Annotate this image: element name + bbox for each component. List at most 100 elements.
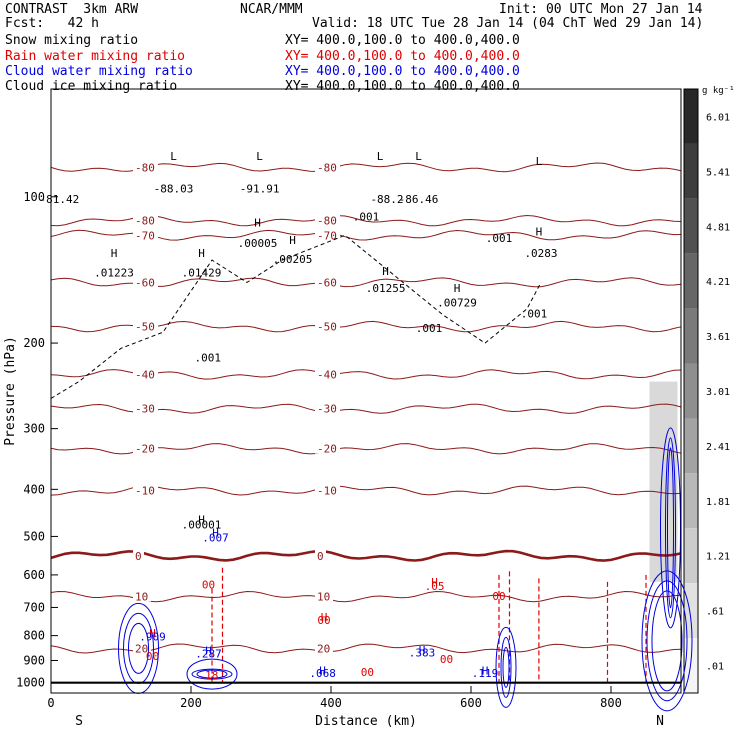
y-tick-label: 400 (23, 482, 45, 496)
contour-annotation: H (431, 576, 438, 589)
temperature-contour-label: 0 (317, 550, 324, 563)
colorbar-bin (684, 308, 698, 364)
contour-annotation: H (419, 644, 426, 657)
contour-annotation: 00 (361, 666, 374, 679)
contour-annotation: H (536, 225, 543, 238)
colorbar-bin (684, 143, 698, 199)
colorbar-label: 2.41 (706, 442, 730, 453)
temperature-contour (50, 549, 682, 562)
contour-label-bg (315, 401, 340, 414)
contour-annotation: .287 (195, 647, 222, 660)
cloud-water-contour (495, 626, 517, 708)
temperature-contour-label: -80 (317, 215, 337, 228)
contour-annotation: -88.03 (154, 183, 194, 196)
colorbar-bin (684, 528, 698, 584)
contour-annotation: L (256, 150, 263, 163)
cloud-water-contour (651, 590, 683, 692)
cloud-water-contour (641, 570, 693, 712)
contour-label-bg (133, 589, 151, 602)
cloud-ice-contour (50, 234, 542, 399)
contour-label-bg (133, 213, 158, 226)
temperature-contour-label: 20 (135, 642, 148, 655)
temperature-contour-label: -40 (135, 368, 155, 381)
legend-cloud-water-label: Cloud water mixing ratio (5, 64, 193, 79)
cloud-water-contour (196, 669, 228, 679)
cloud-water-contour (186, 658, 238, 690)
temperature-contour-label: -50 (317, 321, 337, 334)
contour-annotation: -88.2 (370, 193, 403, 206)
x-tick-label: 400 (320, 696, 342, 710)
contour-annotation: -86.46 (399, 193, 439, 206)
forecast-hour: Fcst: 42 h (5, 16, 99, 31)
y-tick-label: 700 (23, 600, 45, 614)
temperature-contour-label: -40 (317, 368, 337, 381)
temperature-contour-label: -80 (317, 161, 337, 174)
contour-label-bg (315, 641, 333, 654)
colorbar-label: .01 (706, 662, 724, 673)
chart-title: CONTRAST 3km ARW (5, 2, 139, 17)
contour-label-bg (315, 275, 340, 288)
contour-label-bg (133, 160, 158, 173)
colorbar-label: 1.21 (706, 552, 730, 563)
y-tick-label: 1000 (16, 676, 45, 690)
contour-annotation: .909 (139, 630, 166, 643)
contour-label-bg (315, 441, 340, 454)
y-tick-label: 800 (23, 629, 45, 643)
contour-label-bg (133, 228, 158, 241)
contour-annotation: H (205, 645, 212, 658)
contour-annotation: L (536, 155, 543, 168)
contour-annotation: .00205 (273, 253, 313, 266)
legend-cloud-ice-label: Cloud ice mixing ratio (5, 79, 178, 94)
colorbar-bin (684, 198, 698, 254)
y-axis-label: Pressure (hPa) (3, 336, 18, 446)
colorbar-bin (684, 418, 698, 474)
temperature-contour-label: -70 (317, 229, 337, 242)
y-tick-label: 200 (23, 336, 45, 350)
colorbar-label: 3.61 (706, 332, 730, 343)
init-time: Init: 00 UTC Mon 27 Jan 14 (499, 2, 703, 17)
contour-annotation: L (377, 150, 384, 163)
colorbar-label: 3.01 (706, 387, 730, 398)
contour-label-bg (315, 160, 340, 173)
colorbar-label: 4.81 (706, 222, 730, 233)
x-axis-label: Distance (km) (315, 714, 417, 729)
cloud-water-contour (191, 668, 233, 680)
contour-annotation: H (111, 247, 118, 260)
contour-annotation: .001 (353, 211, 380, 224)
contour-annotation: .119 (472, 667, 499, 680)
contour-annotation: H (482, 665, 489, 678)
contour-annotation: .068 (309, 667, 336, 680)
colorbar-bin (684, 473, 698, 529)
contour-annotation: .007 (202, 531, 229, 544)
contour-annotation: H (212, 526, 219, 539)
contour-annotation: .001 (416, 322, 443, 335)
colorbar-bin (684, 583, 698, 639)
temperature-contour-label: 10 (317, 591, 330, 604)
contour-annotation: .01429 (182, 267, 222, 280)
contour-annotation: .00001 (182, 519, 222, 532)
contour-label-bg (133, 367, 158, 380)
contour-label-bg (133, 641, 151, 654)
colorbar-label: 6.01 (706, 112, 730, 123)
contour-label-bg (133, 401, 158, 414)
temperature-contour-label: -20 (135, 443, 155, 456)
temperature-contour-label: -50 (135, 321, 155, 334)
legend-cloud-ice-xy: XY= 400.0,100.0 to 400.0,400.0 (285, 79, 520, 94)
colorbar-bin (684, 363, 698, 419)
contour-label-bg (133, 483, 158, 496)
legend-cloud-water-xy: XY= 400.0,100.0 to 400.0,400.0 (285, 64, 520, 79)
cloud-water-contour (646, 580, 688, 702)
temperature-contour-label: -70 (135, 229, 155, 242)
colorbar-bin (684, 89, 698, 144)
cloud-water-contour (500, 636, 512, 698)
temperature-contour-label: 20 (317, 642, 330, 655)
legend-rain-xy: XY= 400.0,100.0 to 400.0,400.0 (285, 49, 520, 64)
contour-annotation: .383 (409, 647, 436, 660)
contour-label-bg (315, 483, 340, 496)
contour-label-bg (315, 319, 340, 332)
colorbar-label: 4.21 (706, 277, 730, 288)
temperature-contour-label: -60 (135, 276, 155, 289)
contour-label-bg (133, 441, 158, 454)
temperature-contour-label: -30 (135, 403, 155, 416)
